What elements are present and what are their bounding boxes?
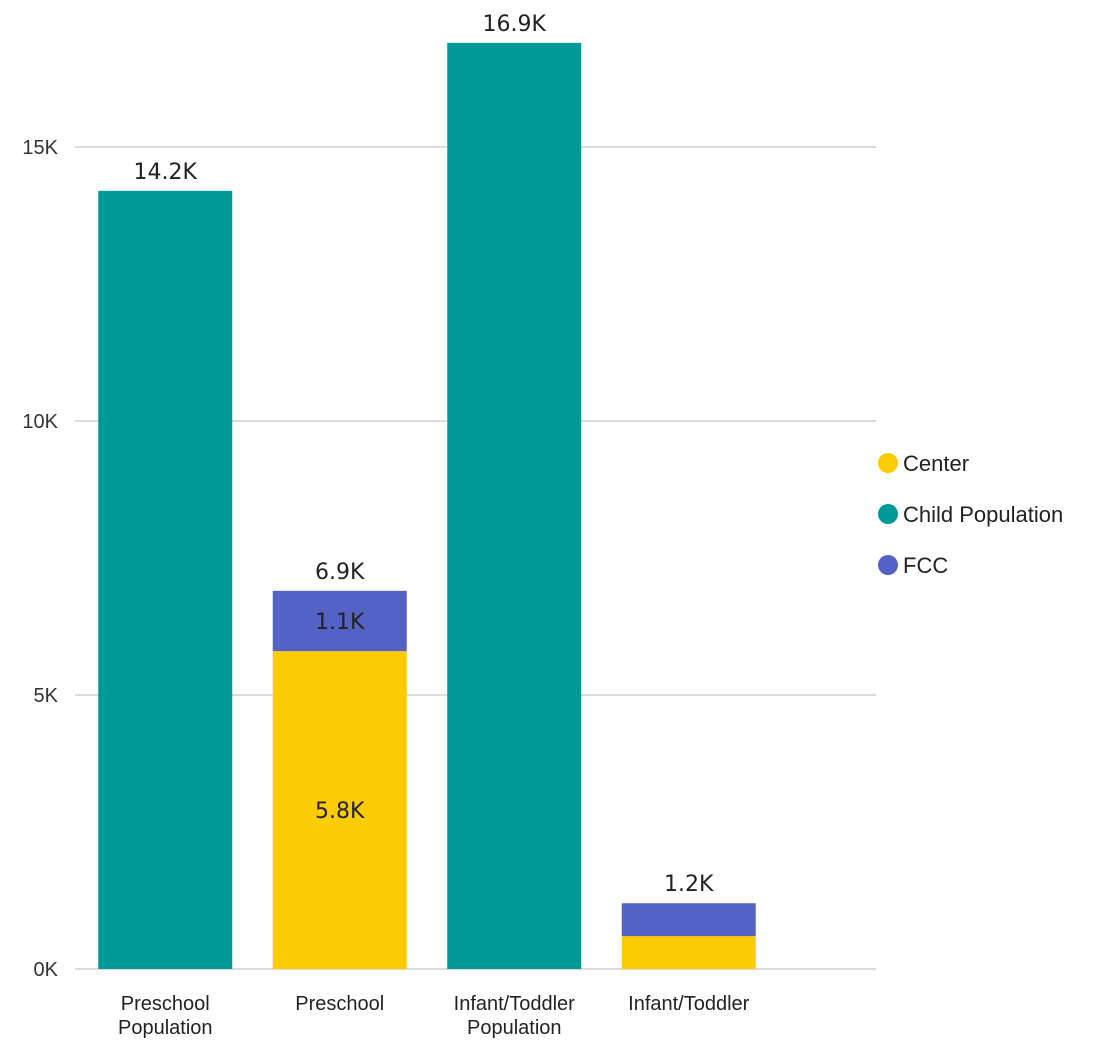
bar-fcc[interactable] — [621, 903, 756, 937]
x-category-label-line: Infant/Toddler — [628, 993, 750, 1015]
x-category-label: Preschool — [295, 993, 384, 1015]
x-category-label: Infant/Toddler Population — [454, 993, 576, 1039]
y-tick-label: 0K — [34, 959, 59, 981]
bar-child-population[interactable] — [447, 42, 582, 969]
y-tick-label: 10K — [22, 411, 58, 433]
x-category-label-line: Preschool — [295, 993, 384, 1015]
data-labels: 14.2K 5.8K 1.1K 6.9K 16.9K 1.2K — [134, 12, 714, 897]
y-tick-label: 15K — [22, 137, 58, 159]
bar-center[interactable] — [621, 936, 756, 969]
segment-data-label: 1.1K — [315, 610, 365, 635]
legend-label: Center — [903, 451, 969, 476]
bar-center[interactable] — [272, 651, 407, 969]
legend-label: FCC — [903, 553, 948, 578]
legend-swatch — [878, 555, 898, 575]
total-data-label: 14.2K — [134, 160, 198, 185]
total-data-label: 16.9K — [483, 12, 547, 37]
total-data-label: 1.2K — [664, 872, 714, 897]
bar-child-population[interactable] — [98, 190, 233, 970]
x-category-label-line: Preschool — [121, 993, 210, 1015]
segment-data-label: 5.8K — [315, 799, 365, 824]
legend-swatch — [878, 453, 898, 473]
legend-label: Child Population — [903, 502, 1063, 527]
x-category-label-line: Population — [467, 1017, 562, 1039]
bar-fcc[interactable] — [272, 590, 407, 652]
x-category-label: Preschool Population — [118, 993, 213, 1039]
bars — [98, 42, 756, 970]
legend: Center Child Population FCC — [878, 451, 1063, 578]
legend-swatch — [878, 504, 898, 524]
total-data-label: 6.9K — [315, 560, 365, 585]
x-category-label: Infant/Toddler — [628, 993, 750, 1015]
y-tick-label: 5K — [34, 685, 59, 707]
x-category-label-line: Population — [118, 1017, 213, 1039]
x-category-label-line: Infant/Toddler — [454, 993, 576, 1015]
